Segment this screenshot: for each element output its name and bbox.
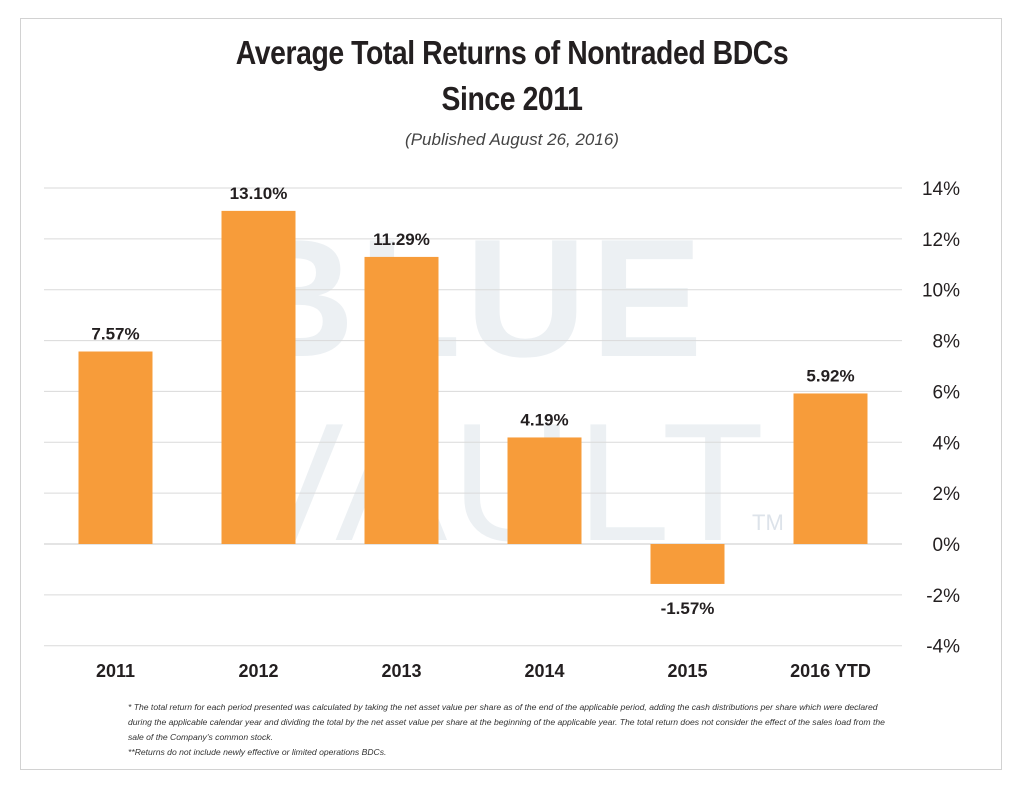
footnote-2: **Returns do not include newly effective… [128, 747, 387, 757]
chart-title-line1: Average Total Returns of Nontraded BDCs [235, 34, 789, 71]
data-label: -1.57% [661, 599, 715, 618]
bar [221, 210, 296, 544]
y-tick-label: -2% [926, 586, 960, 607]
y-tick-label: 14% [922, 179, 960, 200]
data-label: 4.19% [520, 410, 568, 429]
y-tick-label: 2% [933, 484, 961, 505]
x-tick-label: 2013 [381, 661, 421, 681]
bar [650, 544, 725, 584]
y-tick-label: 8% [933, 332, 961, 353]
data-label: 7.57% [91, 325, 139, 344]
x-tick-label: 2014 [524, 661, 564, 681]
bar [793, 393, 868, 544]
x-tick-label: 2011 [96, 661, 135, 681]
x-tick-label: 2015 [667, 661, 707, 681]
y-tick-label: 4% [933, 433, 961, 454]
y-tick-label: 0% [933, 535, 961, 556]
data-label: 11.29% [373, 230, 430, 249]
watermark-trademark: TM [752, 510, 784, 535]
chart-subtitle: (Published August 26, 2016) [405, 130, 619, 149]
data-label: 13.10% [230, 184, 288, 203]
chart-title: Average Total Returns of Nontraded BDCs … [72, 30, 953, 122]
bar [78, 351, 153, 544]
y-tick-label: 10% [922, 281, 960, 302]
bar [364, 256, 439, 544]
x-tick-label: 2016 YTD [790, 661, 871, 681]
y-tick-label: -4% [926, 637, 960, 658]
data-label: 5.92% [806, 366, 854, 385]
y-tick-label: 12% [922, 230, 960, 251]
footnote-1: * The total return for each period prese… [128, 702, 885, 742]
y-tick-label: 6% [933, 382, 961, 403]
watermark-line1: BLUE [233, 204, 706, 392]
chart-title-line2: Since 2011 [441, 80, 583, 117]
bar [507, 437, 582, 544]
footnotes: * The total return for each period prese… [128, 700, 898, 760]
x-tick-label: 2012 [238, 661, 278, 681]
